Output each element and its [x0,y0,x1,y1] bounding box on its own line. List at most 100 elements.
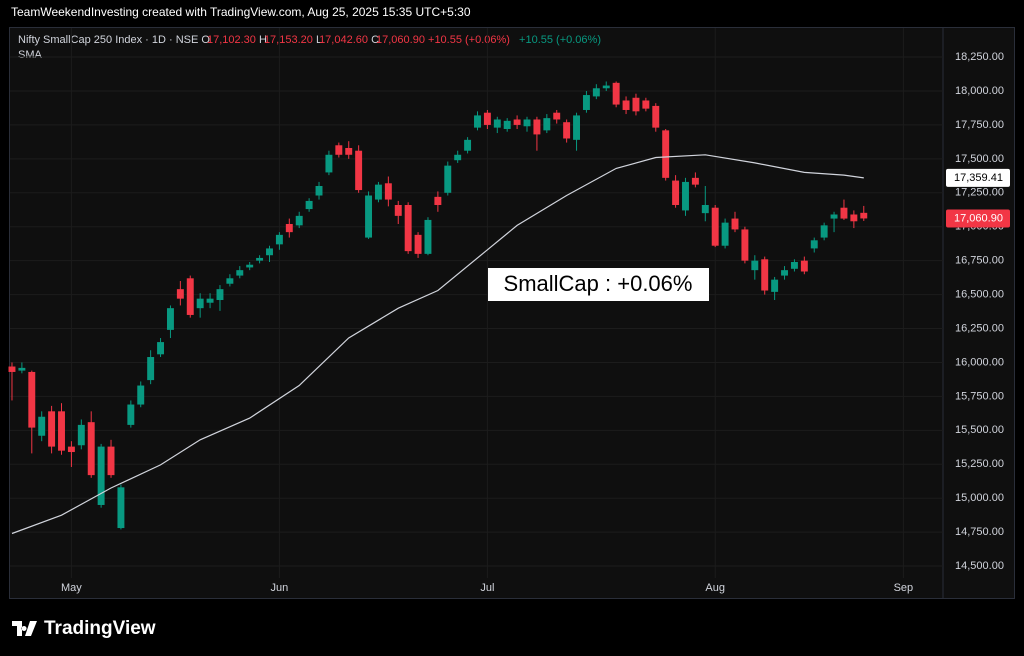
candle-body [553,112,561,120]
x-tick-label: Jun [271,582,289,594]
legend-line: Nifty SmallCap 250 Index · 1D · NSE O17,… [18,34,601,46]
candle-body [285,224,293,233]
candle-body [58,411,65,451]
symbol: Nifty SmallCap 250 Index · 1D · NSE [18,34,198,46]
candle-body [682,181,689,211]
candle-body [800,260,808,272]
y-tick-label: 14,500.00 [955,560,1004,572]
candle-body [523,119,531,127]
candle-body [335,145,343,155]
candle-body [513,119,521,125]
candle-body [107,446,115,476]
candle-body [97,446,105,505]
candle-body [761,259,769,291]
candle-body [355,150,363,191]
x-tick-label: May [61,582,82,594]
candle-body [206,298,214,303]
ohlc-value: 17,060.90 [376,34,425,46]
candle-body [28,371,36,428]
candle-body [543,118,551,131]
last-price-tag [946,209,1010,228]
candle-body [196,298,204,309]
y-tick-label: 18,000.00 [955,85,1004,97]
candle-body [830,214,838,219]
candle-body [860,212,868,219]
y-tick-label: 15,500.00 [955,424,1004,436]
candle-body [315,185,323,196]
sma-price-label: 17,359.41 [954,172,1003,184]
candle-body [246,264,254,268]
ohlc-key: O [201,34,210,46]
candle-body [424,219,432,254]
ohlc-value: 17,102.30 [207,34,256,46]
ohlc-value: 17,153.20 [264,34,313,46]
candle-body [612,82,620,105]
candle-body [701,204,709,214]
candle-body [781,270,788,276]
ohlc-value: 17,042.60 [319,34,368,46]
candle-body [622,100,630,110]
candle-body [444,165,452,193]
candle-body [404,204,412,252]
candle-body [216,289,224,301]
candle-body [503,120,511,129]
candle-body [157,342,165,355]
candle-body [691,177,699,185]
candle-body [563,122,571,139]
sma-price-tag [946,168,1010,187]
candle-body [295,215,303,226]
candle-body [662,130,670,178]
candle-body [672,180,680,205]
candle-body [166,308,174,330]
candle-body [186,278,194,315]
ohlc-key: H [259,34,267,46]
candle-body [394,204,402,216]
credit: TeamWeekendInvesting created with Tradin… [11,5,471,19]
candle-body [632,97,640,112]
last-price-label: 17,060.90 [954,212,1003,224]
candle-body [454,154,462,161]
candle-body [325,154,333,173]
y-tick-label: 18,250.00 [955,51,1004,63]
ohlc-key: C [371,34,379,46]
brand-logo [12,621,37,636]
candle-body [176,289,184,299]
x-tick-label: Sep [894,582,914,594]
y-tick-label: 16,000.00 [955,356,1004,368]
candle-body [305,200,313,210]
candle-body [38,416,46,436]
candle-body [77,424,85,446]
annotation-box [488,268,709,301]
candle-body [147,357,155,381]
change: +10.55 (+0.06%) [428,34,510,46]
candle-body [67,446,75,453]
annotation: SmallCap : +0.06% [504,271,693,296]
candle-body [464,139,472,151]
chart-panel [9,27,1015,599]
candle-body [652,105,660,128]
candle-body [414,234,422,254]
candle-body [810,240,818,249]
ohlc-key: L [316,34,322,46]
candle-body [345,147,353,155]
candle-body [483,112,491,125]
candle-body [256,257,264,261]
candle-body [533,119,541,135]
plot: 14,500.00 14,750.00 15,000.00 15,250.00 15,5… [8,28,1010,594]
y-tick-label: 17,250.00 [955,187,1004,199]
y-tick-label: 15,000.00 [955,492,1004,504]
candle-body [374,184,382,200]
candle-body [365,195,373,238]
candle-body [48,411,56,447]
candle-body [8,366,16,372]
candle-body [434,196,442,205]
logo-icon [12,621,37,636]
candle-body [573,115,581,140]
sma-line [11,154,864,535]
y-tick-label: 15,750.00 [955,390,1004,402]
candle-body [602,85,610,89]
candle-body [840,207,848,219]
y-tick-label: 17,500.00 [955,153,1004,165]
sma-legend: SMA [18,49,43,61]
y-tick-label: 15,250.00 [955,458,1004,470]
